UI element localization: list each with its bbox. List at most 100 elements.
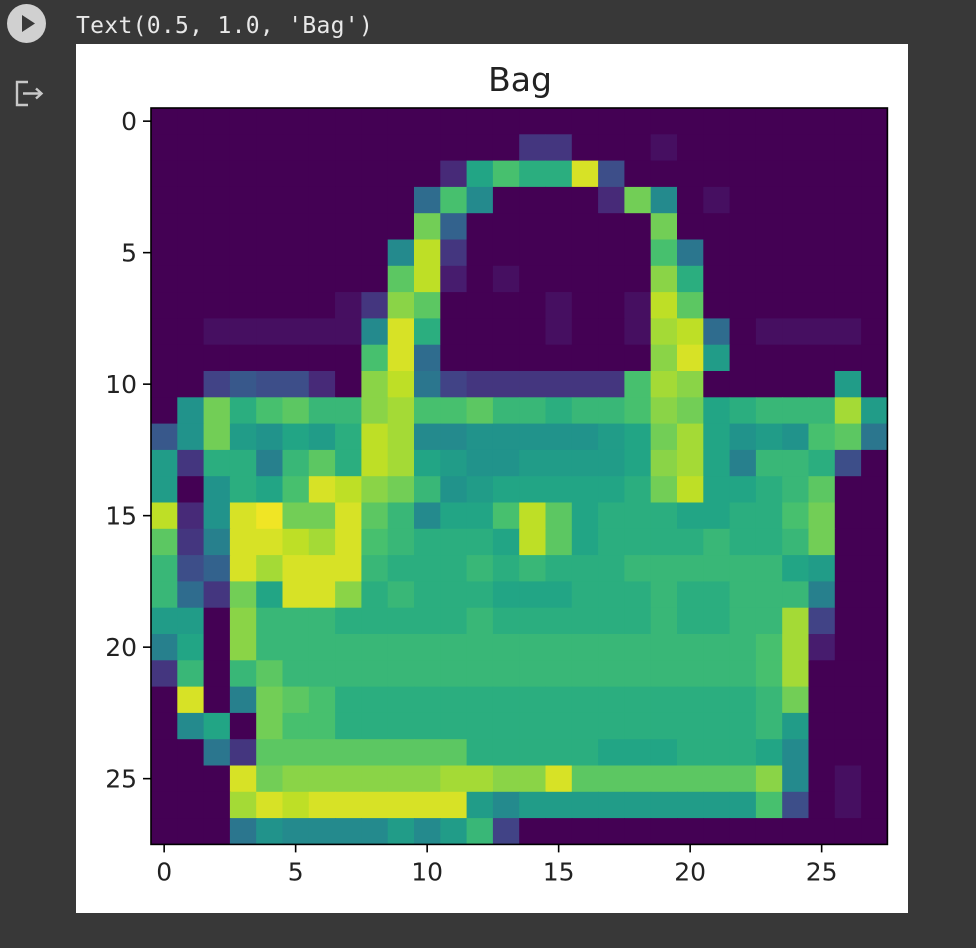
- heatmap-cell: [440, 160, 468, 188]
- heatmap-cell: [782, 134, 810, 162]
- heatmap-cell: [177, 108, 205, 135]
- heatmap-cell: [414, 265, 441, 293]
- heatmap-cell: [834, 502, 862, 530]
- heatmap-cell: [335, 134, 362, 162]
- heatmap-cell: [782, 213, 810, 241]
- heatmap-cell: [755, 292, 783, 319]
- heatmap-cell: [335, 765, 362, 793]
- heatmap-cell: [624, 476, 652, 504]
- heatmap-cell: [571, 476, 599, 504]
- heatmap-cell: [308, 634, 336, 661]
- heatmap-cell: [282, 581, 310, 609]
- heatmap-cell: [834, 265, 862, 293]
- heatmap-cell: [387, 108, 415, 135]
- heatmap-cell: [519, 502, 547, 530]
- y-tick-label: 5: [121, 239, 137, 268]
- heatmap-cell: [414, 213, 441, 241]
- heatmap-cell: [545, 765, 573, 793]
- heatmap-cell: [203, 712, 231, 740]
- heatmap-cell: [755, 476, 783, 504]
- heatmap-cell: [650, 791, 678, 819]
- heatmap-cell: [203, 555, 231, 582]
- heatmap-cell: [466, 607, 494, 635]
- heatmap-cell: [650, 712, 678, 740]
- heatmap-cell: [861, 449, 888, 477]
- heatmap-cell: [808, 818, 836, 845]
- heatmap-cell: [177, 765, 205, 793]
- heatmap-cell: [361, 502, 389, 530]
- heatmap-cell: [624, 765, 652, 793]
- heatmap-cell: [387, 555, 415, 582]
- heatmap-cell: [203, 371, 231, 398]
- heatmap-cell: [834, 607, 862, 635]
- heatmap-cell: [677, 160, 704, 188]
- heatmap-cell: [440, 712, 468, 740]
- heatmap-cell: [624, 397, 652, 425]
- heatmap-cell: [492, 397, 520, 425]
- heatmap-cell: [834, 660, 862, 688]
- heatmap-cell: [545, 476, 573, 504]
- heatmap-cell: [598, 423, 625, 451]
- heatmap-cell: [598, 660, 625, 688]
- y-tick-label: 15: [105, 502, 137, 531]
- heatmap-cell: [177, 134, 205, 162]
- heatmap-cell: [782, 239, 810, 267]
- heatmap-cell: [861, 581, 888, 609]
- heatmap-cell: [729, 818, 757, 845]
- heatmap-cell: [519, 397, 547, 425]
- heatmap-cell: [624, 344, 652, 372]
- heatmap-cell: [519, 344, 547, 372]
- heatmap-cell: [492, 476, 520, 504]
- heatmap-cell: [729, 502, 757, 530]
- heatmap-cell: [308, 265, 336, 293]
- heatmap-cell: [861, 423, 888, 451]
- heatmap-cell: [177, 502, 205, 530]
- heatmap-cell: [755, 239, 783, 267]
- heatmap-cell: [308, 318, 336, 346]
- heatmap-cell: [492, 765, 520, 793]
- heatmap-cell: [256, 818, 284, 845]
- heatmap-cell: [335, 712, 362, 740]
- heatmap-cell: [151, 397, 178, 425]
- heatmap-cell: [650, 108, 678, 135]
- heatmap-cell: [861, 791, 888, 819]
- heatmap-cell: [782, 765, 810, 793]
- heatmap-cell: [571, 318, 599, 346]
- heatmap-cell: [598, 634, 625, 661]
- heatmap-cell: [755, 739, 783, 767]
- heatmap-cell: [308, 134, 336, 162]
- heatmap-cell: [729, 292, 757, 319]
- heatmap-cell: [414, 108, 441, 135]
- heatmap-cell: [808, 555, 836, 582]
- heatmap-cell: [335, 423, 362, 451]
- heatmap-cell: [229, 239, 257, 267]
- heatmap-cell: [834, 712, 862, 740]
- heatmap-cell: [335, 160, 362, 188]
- heatmap-cell: [256, 423, 284, 451]
- heatmap-cell: [861, 344, 888, 372]
- heatmap-cell: [598, 581, 625, 609]
- heatmap-cell: [387, 423, 415, 451]
- heatmap-cell: [387, 160, 415, 188]
- heatmap-cell: [440, 318, 468, 346]
- heatmap-cell: [361, 791, 389, 819]
- heatmap-cell: [545, 213, 573, 241]
- heatmap-cell: [151, 239, 178, 267]
- heatmap-cell: [677, 686, 704, 714]
- heatmap-cell: [598, 476, 625, 504]
- output-exit-icon[interactable]: [14, 78, 46, 110]
- heatmap-cell: [782, 739, 810, 767]
- heatmap-cell: [229, 791, 257, 819]
- heatmap-cell: [282, 239, 310, 267]
- heatmap-cell: [729, 213, 757, 241]
- heatmap-cell: [387, 318, 415, 346]
- heatmap-cell: [834, 555, 862, 582]
- heatmap-cell: [755, 318, 783, 346]
- heatmap-cell: [387, 739, 415, 767]
- heatmap-cell: [387, 134, 415, 162]
- heatmap-cell: [282, 318, 310, 346]
- heatmap-cell: [703, 634, 731, 661]
- run-cell-button[interactable]: [7, 4, 46, 43]
- heatmap-cell: [624, 318, 652, 346]
- heatmap-cell: [808, 423, 836, 451]
